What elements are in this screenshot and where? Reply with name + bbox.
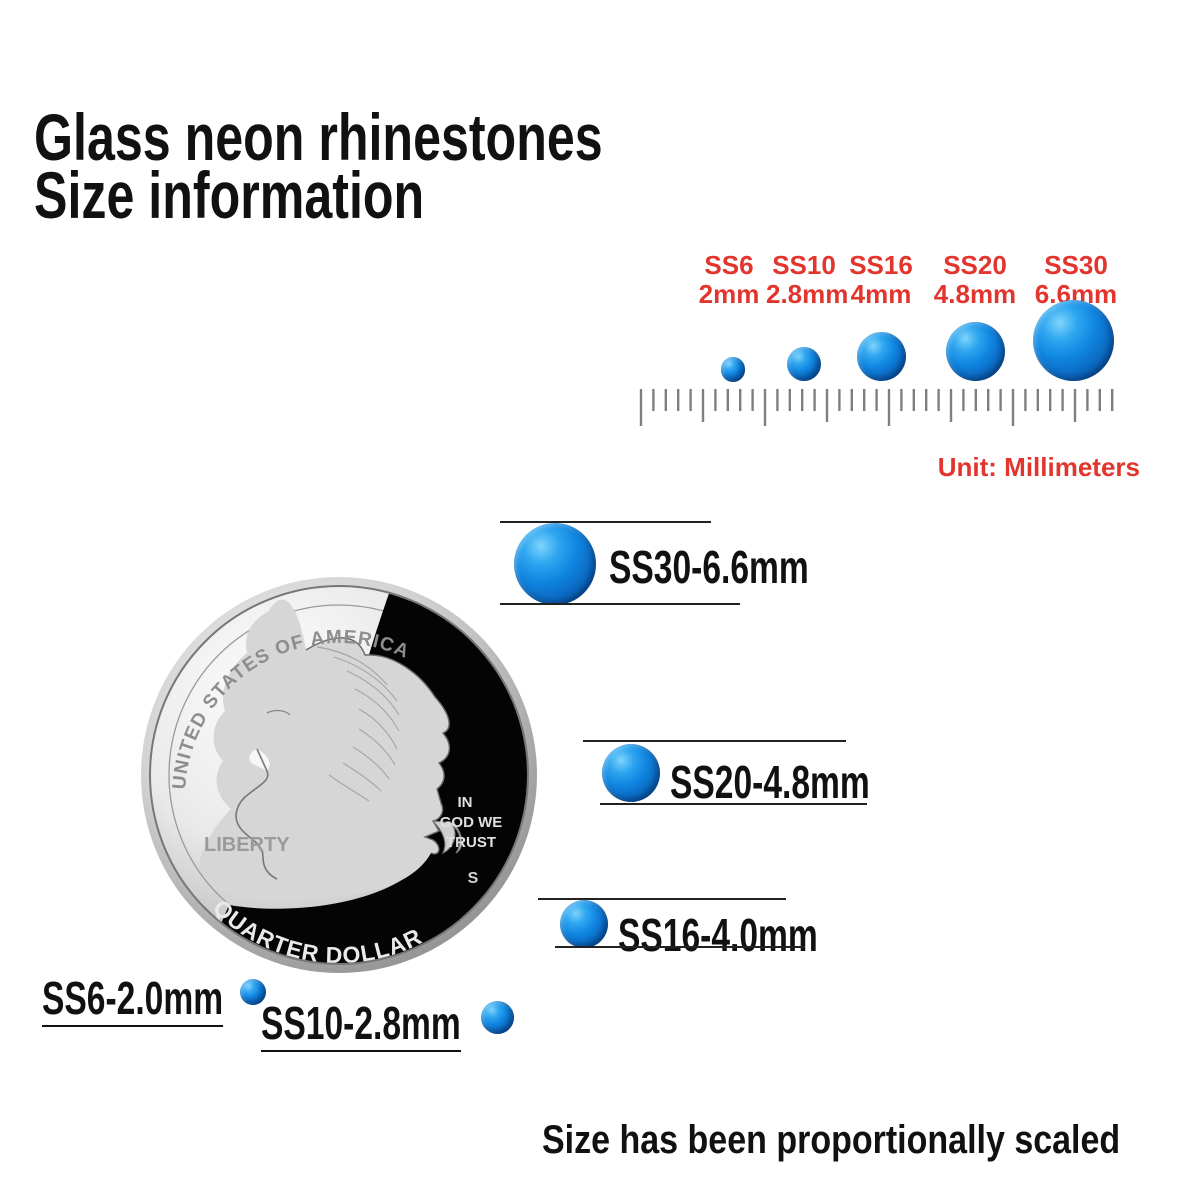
svg-text:GOD WE: GOD WE (440, 814, 503, 831)
svg-text:S: S (468, 870, 479, 887)
svg-text:TRUST: TRUST (446, 834, 496, 851)
svg-text:LIBERTY: LIBERTY (204, 834, 290, 856)
svg-text:IN: IN (458, 794, 473, 811)
